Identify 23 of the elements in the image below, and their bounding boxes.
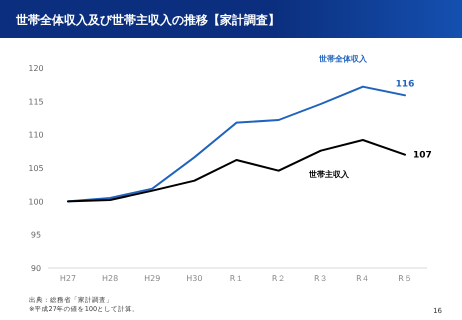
x-tick-label: H29 — [144, 274, 160, 283]
data-label: 116 — [396, 79, 414, 90]
y-tick-label: 90 — [30, 264, 42, 273]
x-tick-label: R３ — [314, 274, 328, 283]
y-tick-label: 115 — [28, 97, 44, 106]
series-label: 世帯主収入 — [308, 169, 350, 179]
text: 世帯全体収入 — [318, 54, 368, 64]
chart-title: 世帯全体収入及び世帯主収入の推移【家計調査】 — [15, 13, 280, 27]
x-tick-label: R４ — [356, 274, 370, 283]
y-tick-label: 105 — [28, 164, 44, 173]
data-label: 107 — [413, 150, 432, 161]
x-tick-label: R１ — [230, 274, 244, 283]
line-series — [67, 139, 406, 202]
y-tick-label: 120 — [28, 64, 44, 73]
x-tick-label: R２ — [272, 274, 286, 283]
line-series — [67, 86, 406, 202]
x-tick-label: H28 — [102, 274, 118, 283]
x-tick-label: R５ — [398, 274, 412, 283]
y-tick-label: 100 — [28, 197, 44, 206]
x-tick-label: H30 — [186, 274, 202, 283]
x-tick-label: H27 — [60, 274, 76, 283]
y-tick-label: 110 — [28, 130, 44, 140]
y-tick-label: 95 — [30, 230, 42, 240]
